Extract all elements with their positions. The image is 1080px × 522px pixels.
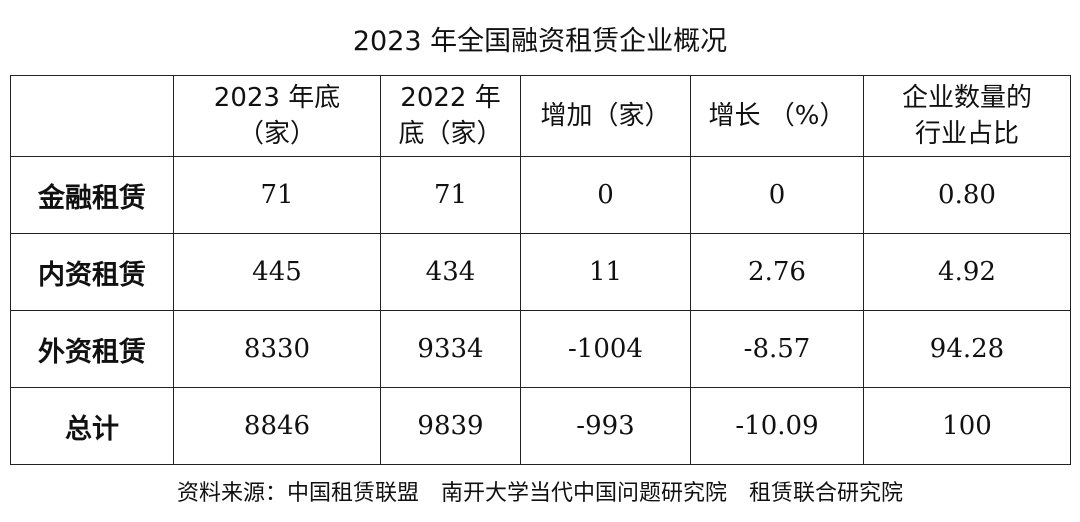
row-header: 内资租赁 [10,233,174,311]
table-cell: 445 [173,233,381,311]
table-cell: 71 [173,156,381,234]
source-note: 资料来源：中国租赁联盟 南开大学当代中国问题研究院 租赁联合研究院 [176,481,903,506]
header-line: 底（家） [398,119,503,149]
header-cell: 2023 年底 （家） [173,75,381,157]
table-cell: 0 [520,156,691,234]
table-row: 金融租赁 71 71 0 0 0.80 [10,156,1071,234]
header-line: 增长 （%） [708,101,846,131]
table-row: 总计 8846 9839 -993 -10.09 100 [10,387,1071,465]
header-row: 2023 年底 （家） 2022 年底（家） 增加（家） 增长 （%） 企业数量的行业占比 [10,75,1071,157]
table-cell: -1004 [520,310,691,388]
table-cell: -10.09 [690,387,864,465]
header-cell: 增长 （%） [690,75,864,157]
table-cell: 8846 [173,387,381,465]
corner-cell [10,75,174,157]
row-header: 总计 [10,387,174,465]
table-cell: 4.92 [863,233,1071,311]
table-cell: 94.28 [863,310,1071,388]
header-cell: 企业数量的 行业占比 [863,75,1071,157]
table-cell: 11 [520,233,691,311]
table-cell: 0.80 [863,156,1071,234]
table-cell: -8.57 [690,310,864,388]
header-line: 企业数量的 [901,83,1032,113]
table-title: 2023 年全国融资租赁企业概况 [352,26,728,57]
header-cell: 2022 年底（家） [380,75,521,157]
row-header: 金融租赁 [10,156,174,234]
table-row: 内资租赁 445 434 11 2.76 4.92 [10,233,1071,311]
header-line: 行业占比 [914,119,1019,149]
table-cell: -993 [520,387,691,465]
header-line: 增加（家） [540,101,671,131]
table-cell: 100 [863,387,1071,465]
table-cell: 71 [380,156,521,234]
data-table: 2023 年底 （家） 2022 年底（家） 增加（家） 增长 （%） 企业数量的行业占比… [10,75,1071,465]
table-cell: 9839 [380,387,521,465]
header-line: （家） [237,119,316,149]
table-body: 金融租赁 71 71 0 0 0.80 内资租赁 445 434 11 2.76 4.92 外资租赁 83… [10,156,1071,465]
table-cell: 9334 [380,310,521,388]
table-cell: 0 [690,156,864,234]
header-line: 2023 年底 [213,83,341,113]
header-cell: 增加（家） [520,75,691,157]
header-line: 2022 年 [400,83,501,113]
row-header: 外资租赁 [10,310,174,388]
table-cell: 2.76 [690,233,864,311]
table-cell: 8330 [173,310,381,388]
table-cell: 434 [380,233,521,311]
table-row: 外资租赁 8330 9334 -1004 -8.57 94.28 [10,310,1071,388]
